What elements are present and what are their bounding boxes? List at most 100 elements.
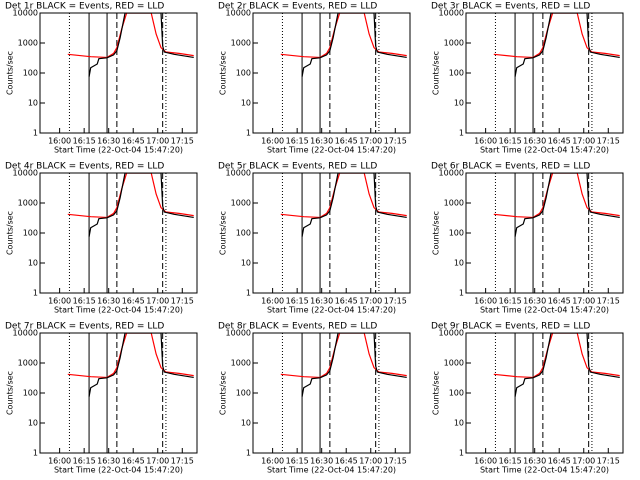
series-line xyxy=(514,13,620,77)
x-tick-label: 16:15 xyxy=(73,137,96,146)
panel: Det 8r BLACK = Events, RED = LLD Counts/s… xyxy=(218,322,411,475)
y-tick-label: 10 xyxy=(241,99,251,108)
x-axis-label: Start Time (22-Oct-04 15:47:20) xyxy=(480,146,609,155)
y-axis-label: Counts/sec xyxy=(6,211,15,255)
y-axis-label: Counts/sec xyxy=(219,211,228,255)
x-axis-label: Start Time (22-Oct-04 15:47:20) xyxy=(267,466,396,475)
x-tick-label: 17:15 xyxy=(597,137,620,146)
y-tick-label: 1000 xyxy=(444,199,464,208)
x-tick-label: 16:30 xyxy=(97,457,120,466)
x-axis-label: Start Time (22-Oct-04 15:47:20) xyxy=(54,306,183,315)
x-tick-label: 16:45 xyxy=(335,457,358,466)
y-tick-label: 10 xyxy=(241,419,251,428)
panel: Det 7r BLACK = Events, RED = LLD Counts/s… xyxy=(5,322,198,475)
series-line xyxy=(88,333,194,397)
x-tick-label: 17:00 xyxy=(359,297,382,306)
x-tick-label: 17:15 xyxy=(384,457,407,466)
y-tick-label: 1 xyxy=(33,289,38,298)
x-tick-label: 17:00 xyxy=(572,457,595,466)
series-line xyxy=(301,13,407,77)
y-tick-label: 10000 xyxy=(439,9,464,18)
panel: Det 4r BLACK = Events, RED = LLD Counts/s… xyxy=(5,162,198,315)
x-tick-label: 17:15 xyxy=(171,457,194,466)
y-axis-label: Counts/sec xyxy=(219,51,228,95)
series-line xyxy=(514,173,620,237)
series-line xyxy=(88,173,194,237)
series-line xyxy=(280,333,407,379)
y-tick-label: 1000 xyxy=(18,359,38,368)
x-tick-label: 16:15 xyxy=(73,457,96,466)
y-tick-label: 10000 xyxy=(226,329,251,338)
x-axis-label: Start Time (22-Oct-04 15:47:20) xyxy=(267,306,396,315)
plot-area xyxy=(493,173,620,293)
chart-title: Det 2r BLACK = Events, RED = LLD xyxy=(218,2,377,12)
x-tick-label: 16:30 xyxy=(310,457,333,466)
y-tick-label: 100 xyxy=(449,69,464,78)
x-tick-label: 16:45 xyxy=(122,137,145,146)
y-tick-label: 100 xyxy=(23,229,38,238)
x-tick-label: 17:15 xyxy=(384,297,407,306)
y-tick-label: 1 xyxy=(246,289,251,298)
x-tick-label: 16:00 xyxy=(48,137,71,146)
y-tick-label: 10 xyxy=(454,259,464,268)
y-axis-label: Counts/sec xyxy=(432,51,441,95)
chart-title: Det 7r BLACK = Events, RED = LLD xyxy=(5,322,164,332)
x-tick-label: 16:15 xyxy=(286,457,309,466)
y-tick-label: 1 xyxy=(246,129,251,138)
x-tick-label: 16:15 xyxy=(499,137,522,146)
x-axis-label: Start Time (22-Oct-04 15:47:20) xyxy=(54,146,183,155)
chart-title: Det 1r BLACK = Events, RED = LLD xyxy=(5,2,164,12)
x-tick-label: 16:15 xyxy=(286,297,309,306)
y-tick-label: 1 xyxy=(246,449,251,458)
y-tick-label: 100 xyxy=(449,389,464,398)
y-tick-label: 10 xyxy=(28,259,38,268)
plot-area xyxy=(493,13,620,133)
y-tick-label: 1000 xyxy=(18,39,38,48)
y-tick-label: 10 xyxy=(28,419,38,428)
y-tick-label: 10 xyxy=(28,99,38,108)
chart-title: Det 3r BLACK = Events, RED = LLD xyxy=(431,2,590,12)
y-tick-label: 10000 xyxy=(13,169,38,178)
chart-title: Det 5r BLACK = Events, RED = LLD xyxy=(218,162,377,172)
x-tick-label: 16:30 xyxy=(523,457,546,466)
y-tick-label: 1 xyxy=(459,449,464,458)
series-line xyxy=(280,13,407,59)
x-tick-label: 16:15 xyxy=(499,457,522,466)
panel: Det 2r BLACK = Events, RED = LLD Counts/s… xyxy=(218,2,411,155)
panel: Det 3r BLACK = Events, RED = LLD Counts/s… xyxy=(431,2,624,155)
y-tick-label: 10 xyxy=(454,99,464,108)
y-tick-label: 100 xyxy=(236,69,251,78)
plot-frame xyxy=(39,172,198,294)
plot-area xyxy=(67,13,194,133)
y-tick-label: 100 xyxy=(236,389,251,398)
y-tick-label: 1000 xyxy=(444,39,464,48)
series-line xyxy=(67,173,194,219)
y-tick-label: 1000 xyxy=(18,199,38,208)
x-tick-label: 16:45 xyxy=(122,297,145,306)
x-tick-label: 16:00 xyxy=(474,457,497,466)
x-tick-label: 16:30 xyxy=(97,137,120,146)
series-line xyxy=(280,173,407,219)
chart-title: Det 6r BLACK = Events, RED = LLD xyxy=(431,162,590,172)
x-tick-label: 16:00 xyxy=(48,457,71,466)
x-tick-label: 16:45 xyxy=(548,457,571,466)
x-tick-label: 16:30 xyxy=(310,297,333,306)
y-tick-label: 1000 xyxy=(444,359,464,368)
x-tick-label: 17:00 xyxy=(572,297,595,306)
y-tick-label: 10000 xyxy=(439,169,464,178)
series-line xyxy=(67,333,194,379)
x-tick-label: 16:15 xyxy=(286,137,309,146)
x-tick-label: 17:00 xyxy=(572,137,595,146)
y-tick-label: 1 xyxy=(33,449,38,458)
panel: Det 1r BLACK = Events, RED = LLD Counts/s… xyxy=(5,2,198,155)
y-tick-label: 10 xyxy=(241,259,251,268)
x-axis-label: Start Time (22-Oct-04 15:47:20) xyxy=(267,146,396,155)
plot-frame xyxy=(252,172,411,294)
y-tick-label: 100 xyxy=(23,389,38,398)
y-tick-label: 10000 xyxy=(439,329,464,338)
plot-frame xyxy=(252,332,411,454)
y-tick-label: 1000 xyxy=(231,359,251,368)
x-tick-label: 16:00 xyxy=(474,137,497,146)
x-tick-label: 16:00 xyxy=(474,297,497,306)
series-line xyxy=(67,13,194,59)
